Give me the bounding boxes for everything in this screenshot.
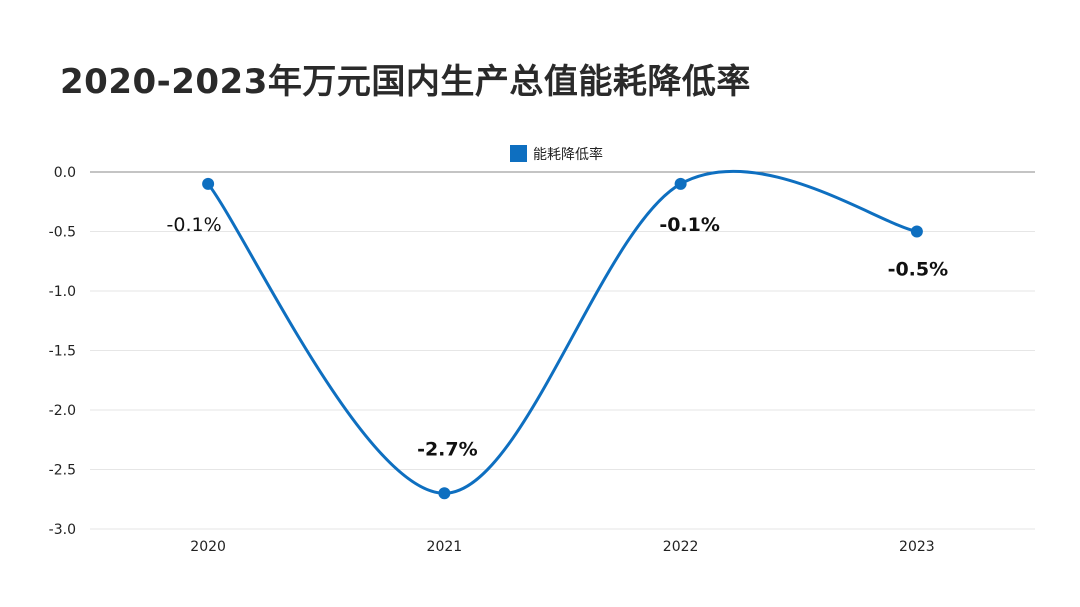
data-label: -2.7% xyxy=(417,438,478,460)
data-label: -0.5% xyxy=(888,259,949,281)
legend: 能耗降低率 xyxy=(510,145,603,163)
x-tick-label: 2020 xyxy=(190,539,226,555)
data-label: -0.1% xyxy=(659,214,720,236)
x-axis-ticks: 2020 2021 2022 2023 xyxy=(190,539,934,555)
gridlines xyxy=(90,171,1035,530)
legend-label: 能耗降低率 xyxy=(533,146,603,163)
x-tick-label: 2022 xyxy=(663,539,699,555)
y-tick-label: -1.0 xyxy=(49,284,76,300)
chart-title: 2020-2023年万元国内生产总值能耗降低率 xyxy=(60,62,751,102)
x-tick-label: 2021 xyxy=(427,539,463,555)
y-axis-ticks: 0.0 -0.5 -1.0 -1.5 -2.0 -2.5 -3.0 xyxy=(49,165,76,538)
y-tick-label: -2.5 xyxy=(49,463,76,479)
data-points xyxy=(202,177,923,500)
data-label: -0.1% xyxy=(167,214,222,236)
legend-swatch xyxy=(510,145,527,162)
y-tick-label: -0.5 xyxy=(49,225,76,241)
y-tick-label: -2.0 xyxy=(49,403,76,419)
x-tick-label: 2023 xyxy=(899,539,935,555)
data-point xyxy=(202,177,215,190)
series-lines xyxy=(206,170,919,495)
y-tick-label: 0.0 xyxy=(54,165,76,181)
data-point xyxy=(910,225,923,238)
y-tick-label: -1.5 xyxy=(49,344,76,360)
data-labels: -0.1% -2.7% -0.1% -0.5% xyxy=(167,214,949,460)
data-point xyxy=(438,487,451,500)
data-point xyxy=(674,177,687,190)
y-tick-label: -3.0 xyxy=(49,522,76,538)
series-line xyxy=(206,170,919,495)
